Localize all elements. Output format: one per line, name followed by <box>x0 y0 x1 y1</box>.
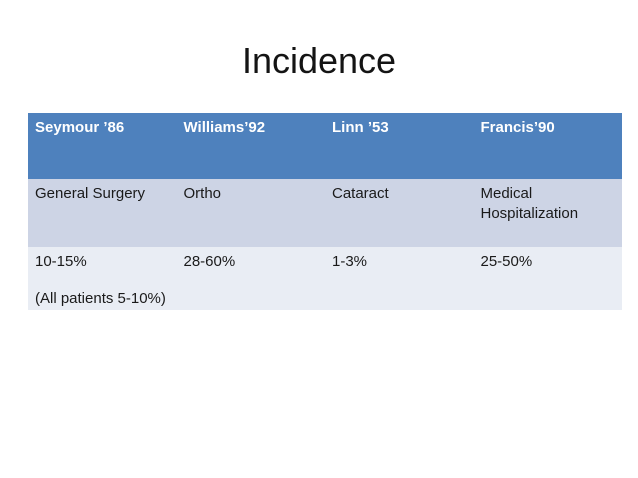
table-header-francis: Francis’90 <box>473 113 622 179</box>
cell-text: 25-50% <box>480 253 533 270</box>
cell-text: 1-3% <box>332 253 368 270</box>
cell-text-secondary: (All patients 5-10%) <box>35 290 166 307</box>
table-cell-francis-value: 25-50% <box>473 247 622 310</box>
cell-text: 28-60% <box>183 253 236 270</box>
table-cell-general-surgery: General Surgery <box>28 179 177 247</box>
slide-title: Incidence <box>241 40 397 81</box>
table-header-seymour: Seymour ’86 <box>28 113 177 179</box>
cell-text: General Surgery <box>35 185 146 202</box>
cell-text: Ortho <box>183 185 222 202</box>
table-cell-seymour-value: 10-15% (All patients 5-10%) <box>28 247 177 310</box>
incidence-table: Seymour ’86 Williams’92 Linn ’53 Francis… <box>28 113 622 310</box>
table-cell-ortho: Ortho <box>176 179 325 247</box>
table-header-williams: Williams’92 <box>176 113 325 179</box>
cell-text: Medical Hospitalization <box>480 185 579 222</box>
table-cell-williams-value: 28-60% <box>176 247 325 310</box>
table-cell-linn-value: 1-3% <box>325 247 474 310</box>
table-header-linn: Linn ’53 <box>325 113 474 179</box>
table-cell-cataract: Cataract <box>325 179 474 247</box>
cell-text: 10-15% <box>35 253 87 270</box>
cell-text: Cataract <box>332 185 389 202</box>
table-cell-medical-hospitalization: Medical Hospitalization <box>473 179 622 247</box>
